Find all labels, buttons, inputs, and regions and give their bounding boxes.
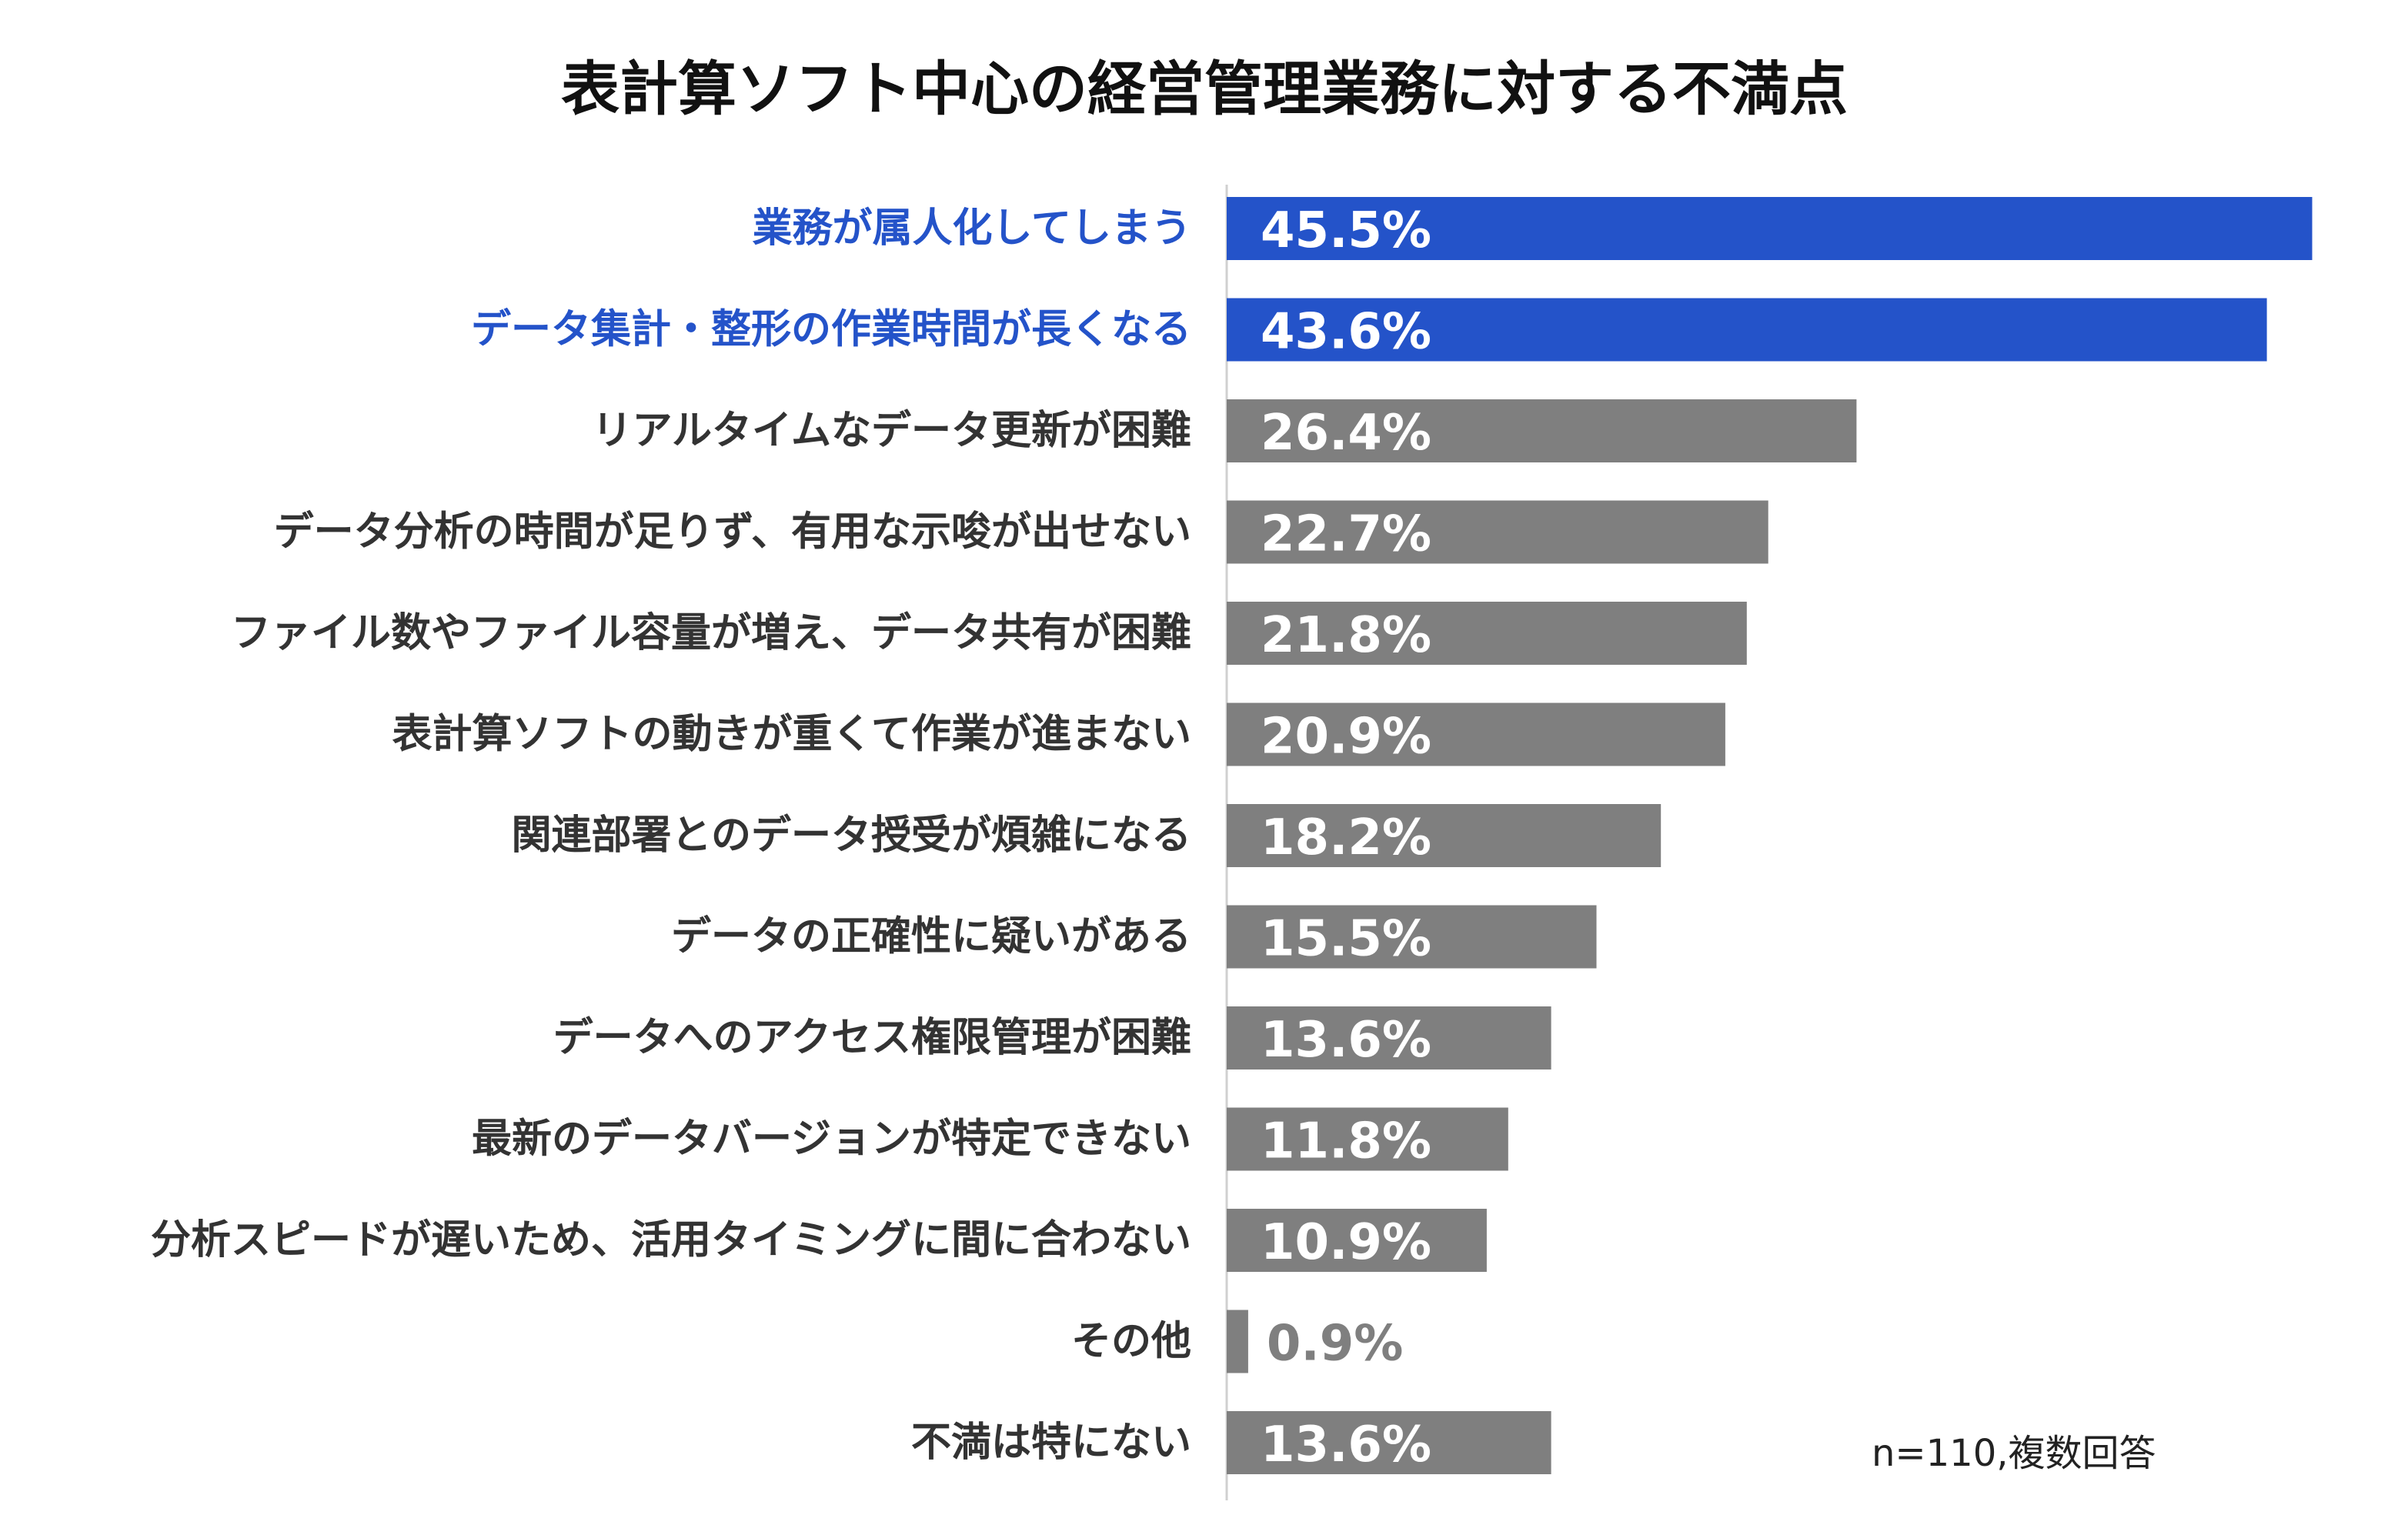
bar (1227, 1411, 1551, 1474)
category-label: データへのアクセス権限管理が困難 (553, 1015, 1191, 1061)
data-label: 0.9% (1267, 1316, 1404, 1373)
bar (1227, 1310, 1248, 1373)
bar (1227, 298, 2267, 362)
category-label: データの正確性に疑いがある (671, 914, 1191, 960)
data-label: 20.9% (1261, 709, 1431, 766)
data-label: 15.5% (1261, 911, 1431, 968)
sample-note: n=110,複数回答 (1872, 1432, 2156, 1475)
data-label: 43.6% (1261, 304, 1431, 361)
category-label: 不満は特にない (911, 1420, 1191, 1466)
chart-title: 表計算ソフト中心の経営管理業務に対する不満点 (561, 55, 1848, 123)
category-label: 業務が属人化してしまう (753, 205, 1191, 252)
category-label: 表計算ソフトの動きが重くて作業が進まない (392, 712, 1191, 758)
category-label: リアルタイムなデータ更新が困難 (593, 408, 1191, 454)
category-label: 関連部署とのデータ授受が煩雑になる (512, 813, 1191, 859)
category-label: 最新のデータバージョンが特定できない (472, 1116, 1191, 1163)
bar (1227, 602, 1747, 665)
data-label: 13.6% (1261, 1012, 1431, 1069)
category-label: その他 (1071, 1319, 1191, 1365)
bar (1227, 1006, 1551, 1070)
category-label: 分析スピードが遅いため、活用タイミングに間に合わない (151, 1217, 1191, 1263)
data-label: 10.9% (1261, 1214, 1431, 1271)
data-label: 13.6% (1261, 1417, 1431, 1473)
data-label: 22.7% (1261, 506, 1431, 563)
category-label: データ集計・整形の作業時間が長くなる (471, 307, 1191, 353)
bar (1227, 804, 1662, 867)
data-label: 26.4% (1261, 405, 1431, 462)
data-label: 21.8% (1261, 607, 1431, 664)
bar (1227, 1209, 1487, 1272)
category-label: ファイル数やファイル容量が増え、データ共有が困難 (231, 610, 1191, 656)
bar (1227, 197, 2313, 260)
bar (1227, 500, 1768, 564)
bar (1227, 702, 1725, 766)
category-label: データ分析の時間が足りず、有用な示唆が出せない (274, 509, 1191, 556)
data-label: 11.8% (1261, 1113, 1431, 1170)
bar (1227, 1107, 1508, 1171)
bar (1227, 905, 1597, 969)
data-label: 18.2% (1261, 809, 1431, 866)
bar (1227, 399, 1857, 462)
bars-layer: 業務が属人化してしまう 45.5% データ集計・整形の作業時間が長くなる 43.6% リ… (151, 197, 2313, 1474)
data-label: 45.5% (1261, 202, 1431, 259)
